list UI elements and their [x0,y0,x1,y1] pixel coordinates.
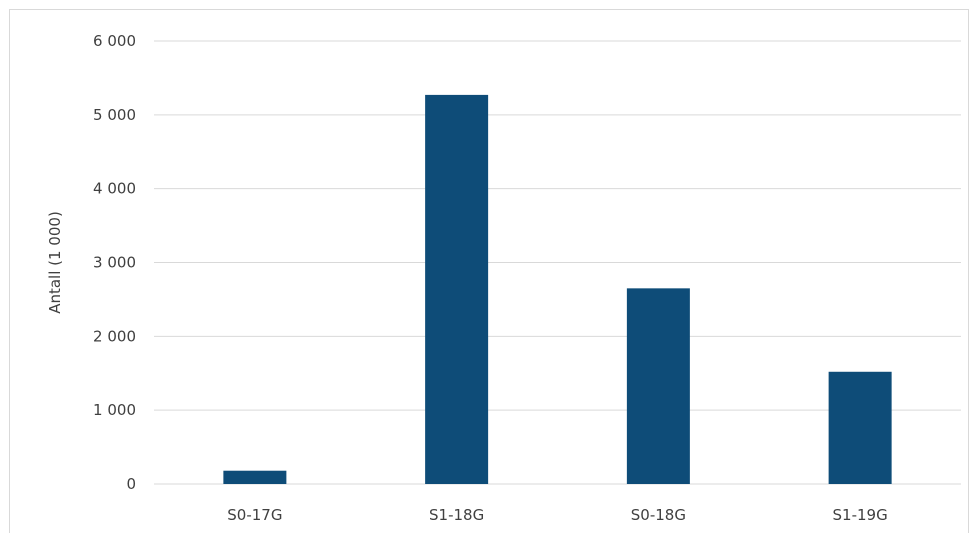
bars [223,94,892,485]
bar-s0-17g [223,470,287,484]
x-tick-label: S1-19G [833,506,888,524]
y-tick-label: 1 000 [93,401,136,419]
y-tick-label: 2 000 [93,327,136,345]
bar-s1-18g [425,94,489,485]
bar-s1-19g [828,371,892,484]
bar-s0-18g [626,288,690,484]
x-tick-labels: S0-17G S1-18G S0-18G S1-19G [227,506,887,524]
x-tick-label: S0-18G [631,506,686,524]
y-axis-title: Antall (1 000) [46,211,64,314]
x-tick-label: S1-18G [429,506,484,524]
chart-frame [9,9,969,533]
y-tick-label: 6 000 [93,32,136,50]
y-tick-labels: 0 1 000 2 000 3 000 4 000 5 000 6 000 [93,32,136,493]
x-tick-label: S0-17G [227,506,282,524]
y-tick-label: 4 000 [93,180,136,198]
y-tick-label: 5 000 [93,106,136,124]
y-tick-label: 3 000 [93,254,136,272]
gridlines [154,40,961,485]
y-tick-label: 0 [126,475,136,493]
